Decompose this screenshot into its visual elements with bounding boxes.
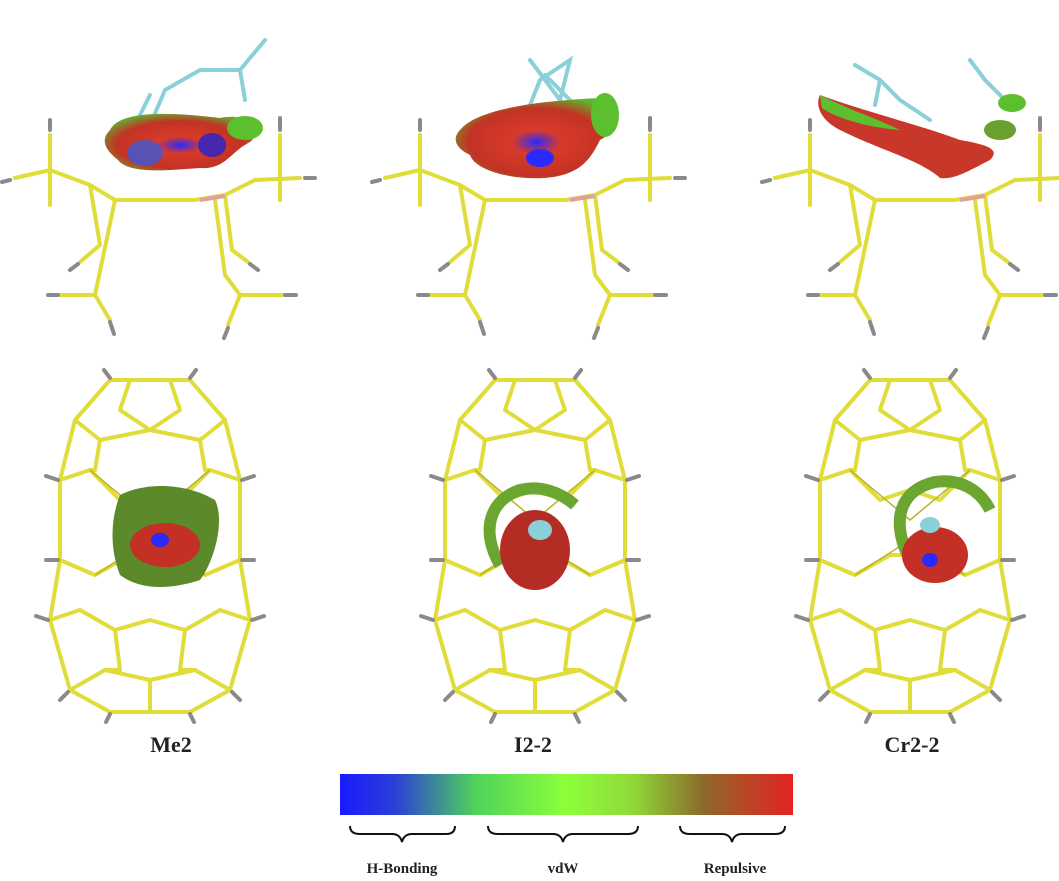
structure-cr2-2-top [762, 60, 1059, 338]
structure-label: Cr2-2 [885, 732, 940, 757]
figure: Me2 I2-2 Cr2-2 H-Bonding vdW Repulsive [0, 0, 1059, 881]
structure-label: Me2 [150, 732, 192, 757]
range-label: Repulsive [704, 861, 767, 877]
structure-i2-2-top [372, 60, 685, 338]
structure-me2-cage [36, 370, 264, 722]
structure-cr2-2-cage [796, 370, 1024, 722]
structure-label: I2-2 [514, 732, 552, 757]
range-braces [350, 826, 785, 842]
range-label: vdW [548, 861, 579, 877]
structure-i2-2-cage [421, 370, 649, 722]
structure-me2-top [2, 40, 315, 338]
color-scale [340, 774, 793, 815]
range-label: H-Bonding [367, 861, 438, 877]
